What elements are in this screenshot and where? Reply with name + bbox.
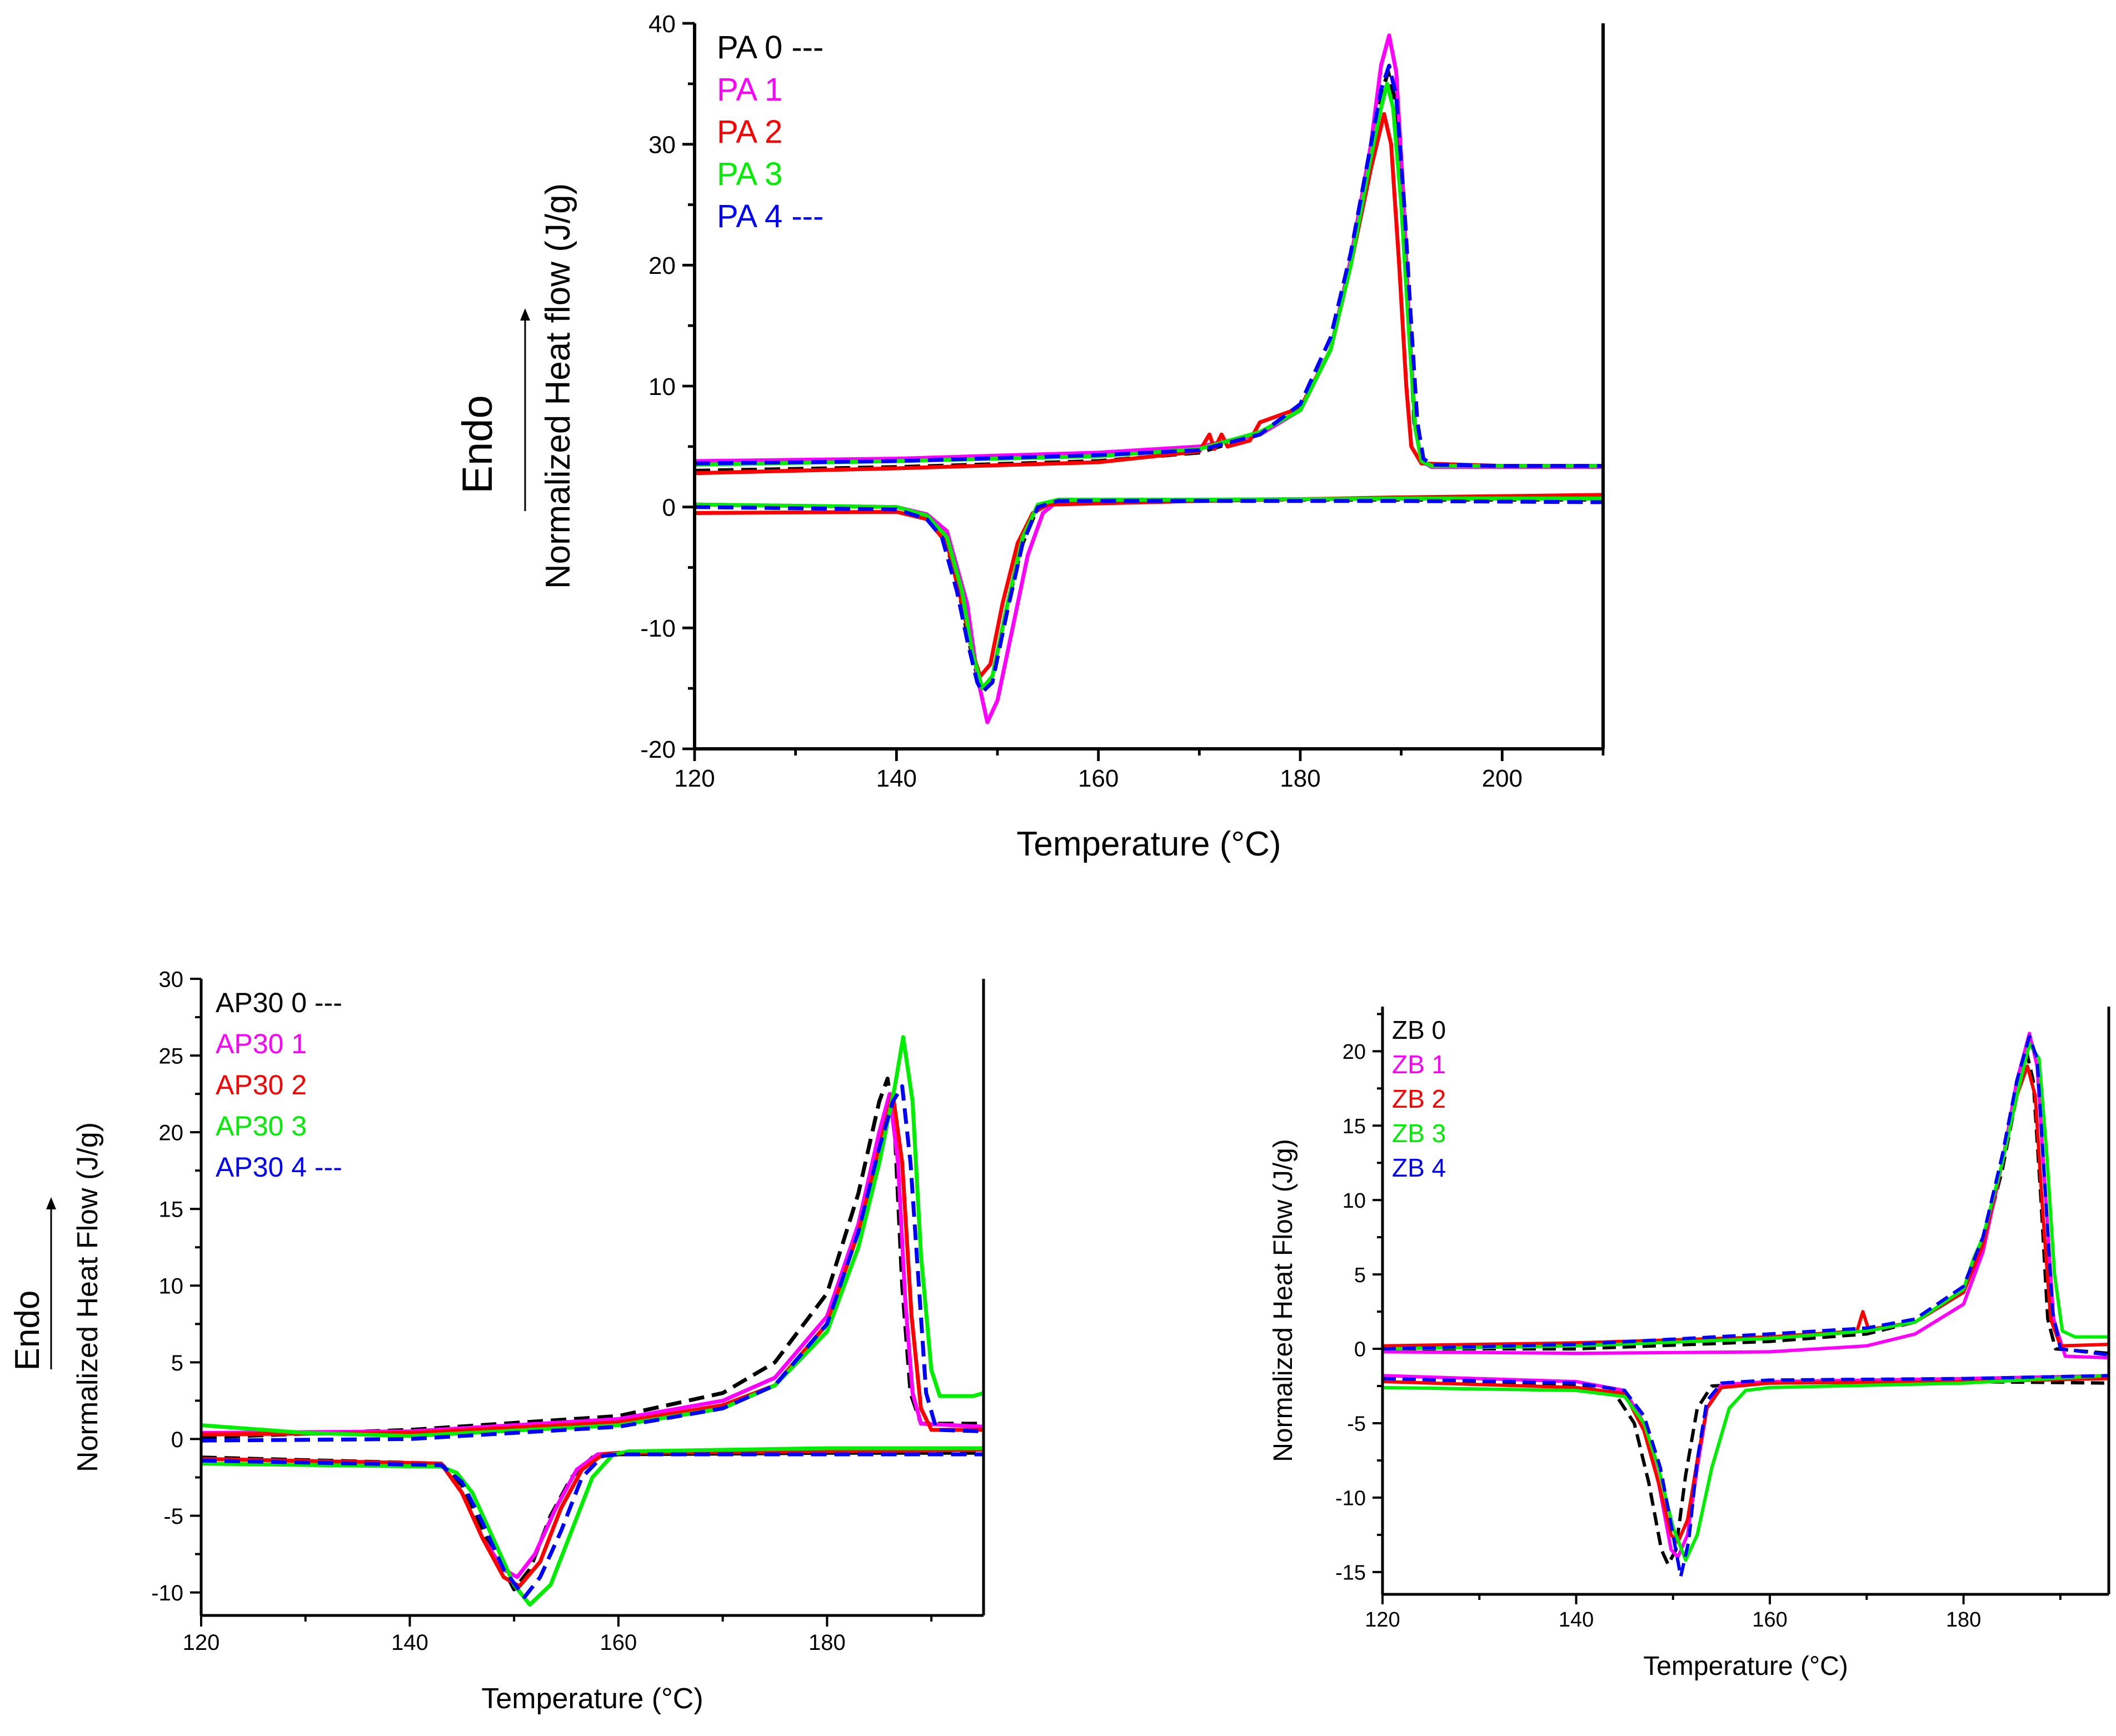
plot-area [1383, 1032, 2109, 1578]
legend-entry-pa-1: PA 1 [717, 72, 782, 108]
y-tick-label: -5 [163, 1504, 183, 1529]
y-tick-label: 30 [648, 132, 676, 159]
y-tick-label: 0 [171, 1428, 183, 1452]
series-line-ap30-4-cooling [201, 1452, 984, 1599]
y-tick-label: -10 [151, 1581, 183, 1605]
series-line-zb-3-heating [1383, 1042, 2109, 1351]
y-axis-label: Normalized Heat Flow (J/g) [1269, 1139, 1298, 1462]
legend-entry-zb-2: ZB 2 [1392, 1084, 1446, 1113]
legend-entry-pa-4: PA 4 --- [717, 198, 824, 234]
legend-entry-pa-2: PA 2 [717, 114, 782, 150]
y-tick-label: 20 [159, 1121, 184, 1145]
x-tick-label: 140 [1559, 1608, 1594, 1632]
y-tick-label: 0 [1354, 1338, 1366, 1362]
series-line-ap30-3-cooling [201, 1446, 984, 1607]
x-tick-label: 200 [1482, 765, 1523, 792]
legend-entry-ap30-1: AP30 1 [216, 1028, 307, 1059]
y-tick-label: 5 [1354, 1264, 1366, 1287]
y-tick-label: -15 [1335, 1562, 1366, 1585]
series-line-ap30-1-heating [201, 1092, 984, 1435]
x-tick-label: 180 [1946, 1608, 1981, 1632]
x-tick-label: 120 [674, 765, 715, 792]
y-tick-label: -5 [1347, 1413, 1366, 1436]
legend-entry-pa-0: PA 0 --- [717, 29, 824, 66]
y-tick-label: 10 [159, 1274, 184, 1299]
chart-pa: 120 140 160 180 200 -20 -10 0 10 20 30 40 Temperatur… [454, 11, 1605, 863]
y-tick-label: 25 [159, 1044, 184, 1068]
x-axis-label: Temperature (°C) [1643, 1652, 1848, 1681]
plot-area [695, 33, 1603, 724]
series-line-ap30-3-heating [201, 1035, 984, 1438]
y-tick-label: 10 [648, 373, 676, 401]
y-tick-label: 20 [648, 252, 676, 279]
legend-entry-ap30-2: AP30 2 [216, 1069, 307, 1100]
series-line-pa-4-heating [695, 63, 1603, 468]
series-line-zb-0-heating [1383, 1049, 2109, 1355]
legend-entry-zb-4: ZB 4 [1392, 1153, 1446, 1182]
legend-entry-ap30-0: AP30 0 --- [216, 987, 342, 1018]
y-tick-label: -10 [640, 615, 676, 642]
y-tick-label: 0 [662, 494, 676, 522]
series-line-zb-3-cooling [1383, 1374, 2109, 1562]
y-tick-label: -20 [640, 736, 676, 763]
y-tick-label: -10 [1335, 1487, 1366, 1510]
chart-zb: 120 140 160 180 -15 -10 -5 0 5 10 15 20 Temperature … [1269, 1007, 2110, 1681]
y-tick-label: 10 [1343, 1189, 1366, 1213]
legend-entry-ap30-4: AP30 4 --- [216, 1152, 342, 1183]
x-tick-label: 120 [183, 1630, 220, 1655]
legend-entry-zb-1: ZB 1 [1392, 1050, 1446, 1079]
x-tick-label: 180 [809, 1630, 846, 1655]
legend-entry-zb-0: ZB 0 [1392, 1015, 1446, 1044]
x-tick-label: 140 [391, 1630, 428, 1655]
y-tick-label: 15 [159, 1198, 184, 1222]
y-tick-label: 40 [648, 11, 676, 38]
x-tick-label: 140 [876, 765, 917, 792]
endo-label: Endo [454, 395, 501, 494]
x-tick-label: 120 [1365, 1608, 1400, 1632]
series-line-zb-4-cooling [1383, 1374, 2109, 1578]
legend-entry-ap30-3: AP30 3 [216, 1110, 307, 1142]
endo-arrow-head [46, 1197, 56, 1209]
endo-label: Endo [8, 1290, 47, 1371]
series-line-ap30-0-heating [201, 1077, 984, 1440]
x-tick-label: 160 [1078, 765, 1119, 792]
y-tick-label: 15 [1343, 1115, 1366, 1138]
y-tick-label: 30 [159, 967, 184, 992]
x-tick-label: 160 [600, 1630, 637, 1655]
y-tick-label: 20 [1343, 1040, 1366, 1064]
legend-entry-pa-3: PA 3 [717, 156, 782, 192]
x-tick-label: 180 [1280, 765, 1320, 792]
plot-area [201, 1035, 984, 1607]
series-line-zb-4-heating [1383, 1034, 2109, 1357]
y-axis-label: Normalized Heat flow (J/g) [539, 183, 577, 589]
legend-entry-zb-3: ZB 3 [1392, 1119, 1446, 1148]
y-axis-label: Normalized Heat Flow (J/g) [72, 1122, 104, 1472]
x-axis-label: Temperature (°C) [481, 1683, 703, 1715]
y-tick-label: 5 [171, 1351, 183, 1375]
chart-ap30: 120 140 160 180 -10 -5 0 5 10 15 20 25 30 Temperature… [8, 967, 985, 1715]
series-line-ap30-4-heating [201, 1084, 984, 1443]
x-tick-label: 160 [1752, 1608, 1787, 1632]
endo-arrow-head [520, 308, 530, 321]
x-axis-label: Temperature (°C) [1016, 825, 1281, 863]
series-line-pa-4-cooling [695, 499, 1603, 694]
